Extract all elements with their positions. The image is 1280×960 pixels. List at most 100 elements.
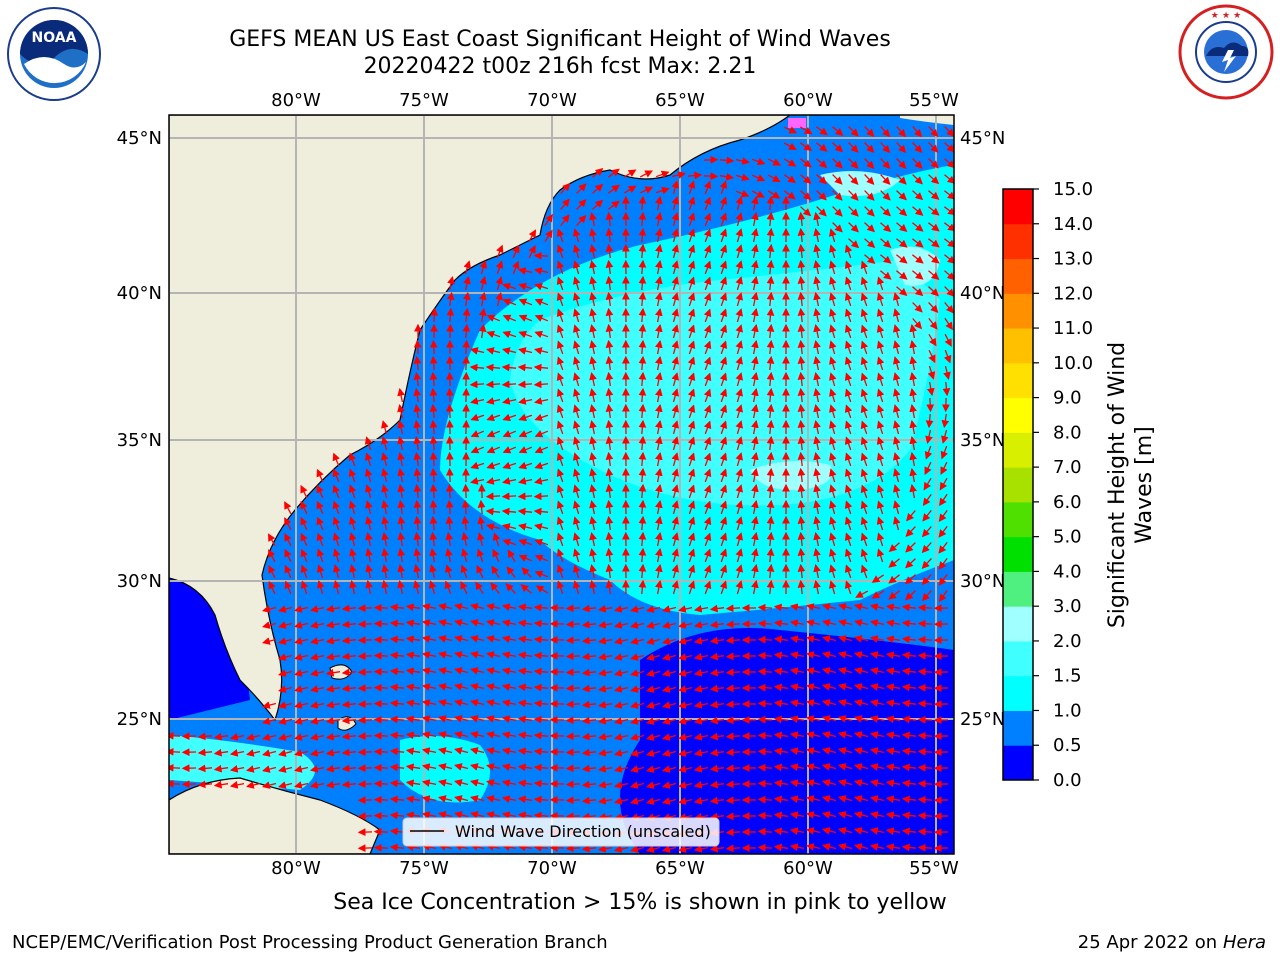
- wave-arrow: [864, 238, 876, 249]
- wave-arrow: [397, 531, 406, 547]
- wave-arrow: [534, 282, 549, 291]
- wave-arrow: [909, 483, 917, 499]
- wave-arrow: [940, 461, 948, 475]
- wave-arrow: [687, 196, 696, 211]
- colorbar-label-2: Waves [m]: [1132, 426, 1157, 543]
- wave-arrow: [461, 499, 470, 515]
- wave-arrow: [735, 324, 743, 339]
- wave-arrow: [816, 206, 827, 217]
- wave-arrow: [687, 356, 696, 371]
- wave-arrow: [544, 229, 553, 243]
- wave-arrow: [397, 451, 405, 467]
- wave-arrow: [896, 222, 908, 232]
- wave-arrow: [829, 356, 837, 371]
- wave-arrow: [638, 403, 647, 419]
- wave-arrow: [944, 302, 954, 314]
- wave-arrow: [925, 413, 934, 429]
- wave-arrow: [413, 515, 422, 531]
- lat-label: 35°N: [960, 430, 1005, 451]
- wave-arrow: [605, 467, 614, 483]
- footer-credit: NCEP/EMC/Verification Post Processing Pr…: [12, 932, 608, 953]
- wave-arrow: [922, 494, 932, 507]
- wave-arrow: [719, 324, 728, 339]
- wave-arrow: [348, 516, 357, 531]
- wave-arrow: [766, 403, 775, 419]
- wave-arrow: [725, 652, 741, 661]
- wave-arrow: [735, 436, 743, 451]
- wave-arrow: [829, 324, 837, 339]
- wave-arrow: [917, 843, 933, 852]
- wave-arrow: [767, 158, 782, 166]
- wave-arrow: [687, 324, 696, 339]
- wave-arrow: [766, 227, 775, 243]
- wave-arrow: [876, 340, 885, 355]
- wave-arrow: [800, 158, 812, 168]
- colorbar-segment: [1003, 606, 1033, 642]
- wave-arrow: [528, 229, 537, 243]
- wave-arrow: [766, 435, 775, 451]
- wave-arrow: [638, 515, 647, 531]
- wave-arrow: [605, 451, 614, 467]
- wave-arrow: [655, 211, 663, 227]
- wave-arrow: [816, 174, 827, 185]
- wave-arrow: [556, 276, 565, 291]
- wave-arrow: [864, 222, 876, 233]
- wave-arrow: [589, 356, 597, 371]
- wave-arrow: [751, 483, 759, 499]
- wave-arrow: [895, 254, 908, 264]
- wave-arrow: [476, 548, 485, 563]
- wave-arrow: [917, 827, 933, 836]
- wave-arrow: [829, 292, 837, 307]
- colorbar-tick-label: 2.0: [1053, 631, 1082, 652]
- wave-arrow: [364, 452, 373, 467]
- wave-arrow: [556, 468, 565, 483]
- wave-arrow: [797, 531, 806, 547]
- wave-arrow: [556, 532, 565, 547]
- wave-arrow: [735, 189, 750, 198]
- wave-arrow: [381, 420, 389, 435]
- wave-arrow: [518, 314, 533, 322]
- wave-arrow: [556, 260, 565, 275]
- wave-arrow: [671, 308, 680, 323]
- wave-arrow: [703, 228, 712, 243]
- wave-arrow: [671, 468, 680, 483]
- wave-arrow: [797, 355, 806, 371]
- wave-arrow: [492, 548, 500, 563]
- wave-arrow: [917, 747, 933, 756]
- wave-arrow: [844, 388, 853, 403]
- wave-arrow: [589, 548, 597, 563]
- wave-arrow: [687, 228, 696, 243]
- wave-arrow: [895, 270, 908, 280]
- wave-arrow: [928, 286, 939, 297]
- wave-arrow: [941, 429, 949, 444]
- wave-arrow: [316, 532, 324, 547]
- wave-arrow: [751, 451, 759, 467]
- wave-arrow: [876, 452, 885, 467]
- wave-arrow: [800, 174, 812, 184]
- wave-arrow: [896, 142, 907, 154]
- wave-arrow: [605, 275, 614, 291]
- lon-label: 60°W: [783, 858, 833, 879]
- wave-arrow: [844, 276, 853, 291]
- wave-arrow: [725, 796, 741, 805]
- wave-arrow: [757, 715, 773, 724]
- wave-arrow: [735, 532, 743, 547]
- wave-arrow: [605, 259, 614, 275]
- wave-arrow: [784, 174, 797, 184]
- wave-arrow: [735, 500, 743, 515]
- wave-arrow: [486, 461, 501, 470]
- wave-arrow: [944, 142, 954, 153]
- wave-arrow: [502, 347, 517, 355]
- wave-arrow: [860, 308, 869, 323]
- wave-arrow: [397, 467, 405, 483]
- wave-arrow: [783, 126, 798, 134]
- wave-arrow: [876, 388, 885, 403]
- wave-arrow: [605, 531, 614, 547]
- wave-arrow: [917, 683, 933, 692]
- wave-arrow: [797, 259, 806, 275]
- wave-arrow: [911, 222, 924, 232]
- wave-arrow: [556, 516, 565, 531]
- wave-arrow: [373, 651, 389, 660]
- wave-arrow: [703, 372, 712, 387]
- lat-label: 30°N: [960, 571, 1005, 592]
